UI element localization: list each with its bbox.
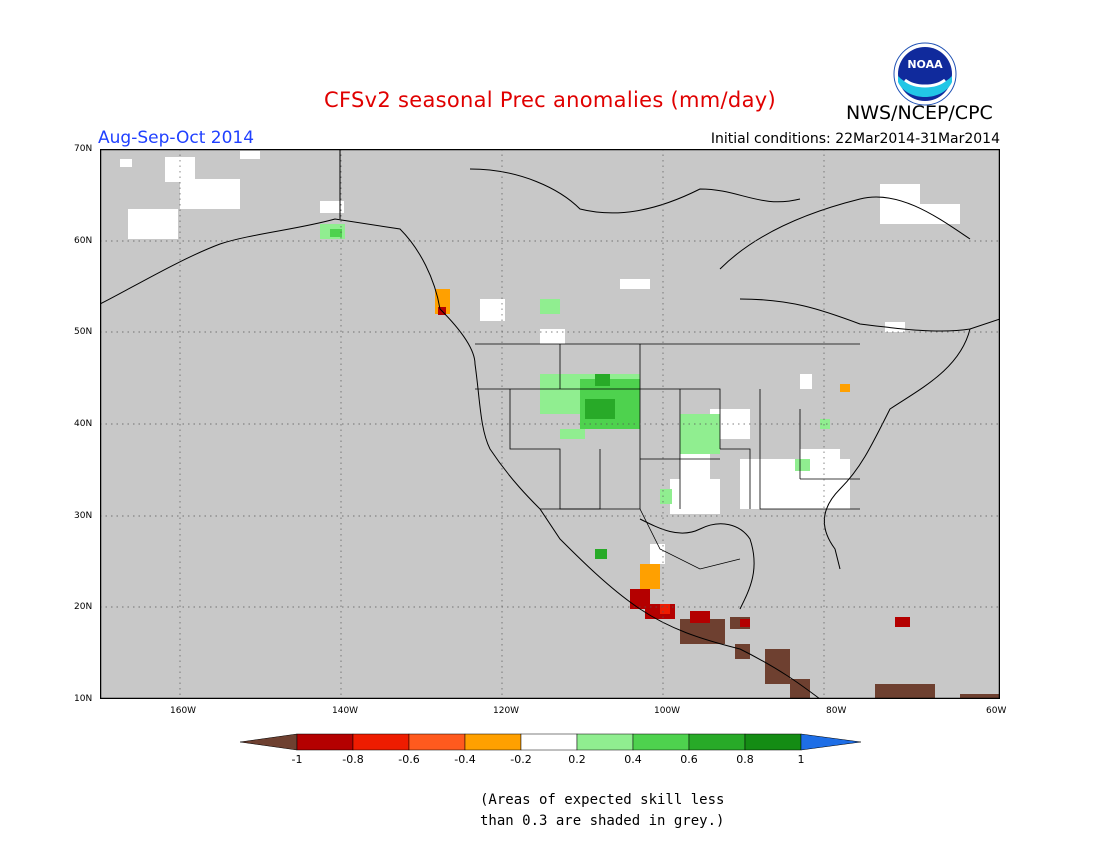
legend-colorbar (240, 733, 862, 751)
legend-label: -0.6 (398, 753, 420, 766)
legend-swatch (688, 733, 746, 751)
legend-swatch (296, 733, 354, 751)
legend-swatch (240, 733, 298, 751)
positive-anomaly-areas (320, 224, 830, 559)
legend-label: -0.4 (454, 753, 476, 766)
lon-tick-label: 80W (826, 706, 847, 716)
legend-swatch (632, 733, 690, 751)
legend-label: -0.2 (510, 753, 532, 766)
legend-swatch (520, 733, 578, 751)
legend-swatch (464, 733, 522, 751)
legend-swatch (352, 733, 410, 751)
organization-label: NWS/NCEP/CPC (846, 102, 993, 124)
chart-title: CFSv2 seasonal Prec anomalies (mm/day) (324, 88, 776, 112)
lon-tick-label: 60W (986, 706, 1007, 716)
legend-label: 0.6 (680, 753, 698, 766)
noaa-logo-icon: NOAA (893, 42, 957, 106)
grid-lines (100, 149, 1000, 699)
legend-swatch (408, 733, 466, 751)
legend-label: -0.8 (342, 753, 364, 766)
lat-tick-label: 30N (74, 511, 93, 521)
lon-tick-label: 160W (170, 706, 197, 716)
lon-tick-label: 100W (654, 706, 681, 716)
lat-tick-label: 20N (74, 602, 93, 612)
lat-tick-label: 50N (74, 327, 93, 337)
logo-text: NOAA (907, 58, 943, 71)
borders (475, 343, 860, 570)
negative-anomaly-areas (435, 289, 1000, 699)
coastlines (100, 149, 1000, 699)
legend-label: 0.8 (736, 753, 754, 766)
legend-swatch (800, 733, 862, 751)
legend-label: 0.2 (568, 753, 586, 766)
forecast-period: Aug-Sep-Oct 2014 (98, 128, 255, 148)
legend-label: -1 (291, 753, 303, 766)
precip-anomaly-map (100, 149, 1000, 699)
legend-swatch (576, 733, 634, 751)
skill-note-line: than 0.3 are shaded in grey.) (480, 813, 725, 829)
lat-tick-label: 70N (74, 144, 93, 154)
lat-tick-label: 60N (74, 236, 93, 246)
legend-label: 0.4 (624, 753, 642, 766)
lon-tick-label: 140W (332, 706, 359, 716)
lon-tick-label: 120W (493, 706, 520, 716)
skill-note-line: (Areas of expected skill less (480, 792, 725, 808)
initial-conditions: Initial conditions: 22Mar2014-31Mar2014 (710, 131, 1000, 147)
skill-note: (Areas of expected skill less than 0.3 a… (480, 790, 724, 832)
legend-label: 1 (797, 753, 805, 766)
lat-tick-label: 40N (74, 419, 93, 429)
legend-swatch (744, 733, 802, 751)
lat-tick-label: 10N (74, 694, 93, 704)
